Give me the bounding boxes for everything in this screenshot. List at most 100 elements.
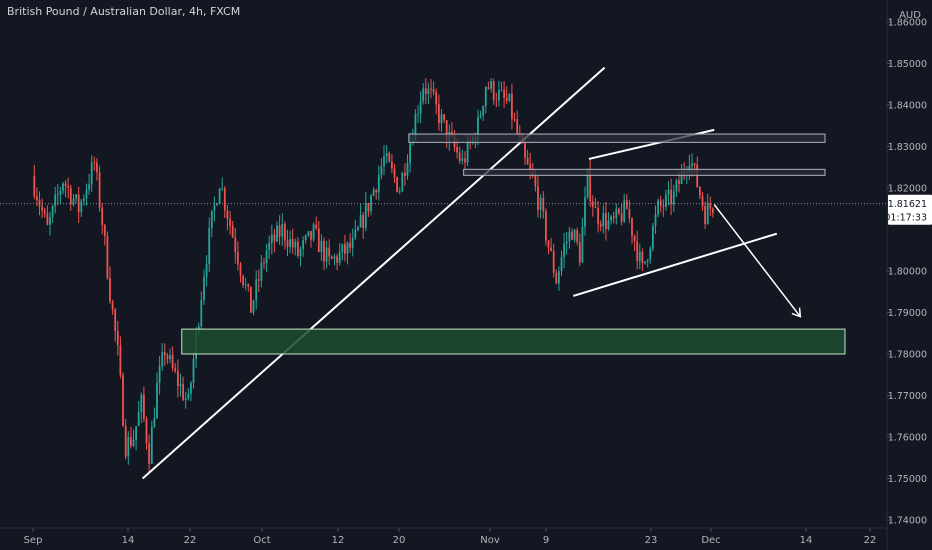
candle-body — [479, 115, 482, 118]
candle-body — [500, 89, 503, 91]
candle-body — [268, 243, 271, 251]
candle-body — [182, 384, 184, 400]
candle-body — [98, 172, 101, 208]
price-axis[interactable]: AUD 1.74000 1.75000 1.76000 1.77000 1.78000 1.… — [884, 0, 932, 550]
candle-body — [270, 234, 273, 244]
candle-body — [130, 437, 132, 446]
price-tick-label: 1.79000 — [888, 308, 927, 319]
time-tick-label: Oct — [253, 535, 270, 546]
candle-body — [153, 418, 156, 427]
candle-body — [545, 211, 547, 241]
candle-body — [203, 277, 205, 300]
candle-body — [706, 203, 709, 225]
candle-body — [294, 241, 297, 248]
candles-layer — [33, 77, 714, 472]
time-tick-label: Dec — [701, 535, 720, 546]
candle-body — [36, 196, 38, 201]
candle-body — [67, 186, 70, 189]
candle-body — [584, 197, 586, 227]
candle-body — [516, 119, 519, 134]
candle-body — [377, 174, 380, 193]
candle-body — [435, 92, 438, 105]
time-tick-label: 23 — [645, 535, 658, 546]
trendline-2[interactable] — [572, 232, 778, 297]
candle-body — [401, 173, 404, 192]
candle-body — [302, 240, 304, 249]
candle-body — [552, 250, 555, 273]
candle-body — [299, 248, 302, 256]
candle-body — [417, 113, 419, 115]
candle-body — [565, 241, 568, 244]
candle-body — [526, 157, 529, 165]
candle-body — [69, 188, 72, 205]
support-zone[interactable] — [181, 328, 846, 355]
candle-body — [190, 382, 192, 394]
candle-body — [542, 197, 545, 212]
time-axis[interactable]: Sep 14 22 Oct 12 20 Nov 9 23 Dec 14 22 — [0, 527, 887, 546]
candle-body — [571, 231, 573, 240]
candle-body — [398, 191, 401, 193]
resistance-box-6[interactable] — [463, 168, 826, 176]
time-tick-label: 22 — [184, 535, 197, 546]
candle-body — [586, 169, 589, 198]
candle-body — [90, 162, 93, 185]
projection-arrow-line[interactable] — [713, 204, 801, 318]
candle-body — [51, 205, 54, 217]
candle-body — [662, 205, 665, 207]
candle-body — [143, 394, 145, 419]
candle-body — [610, 216, 612, 221]
candle-body — [216, 204, 218, 206]
candle-body — [210, 210, 213, 229]
price-tick-label: 1.84000 — [888, 101, 927, 112]
candle-body — [257, 279, 260, 281]
price-tick-label: 1.80000 — [888, 267, 927, 278]
candle-body — [205, 264, 208, 277]
candle-body — [665, 194, 667, 207]
candle-body — [237, 252, 239, 265]
candle-body — [307, 231, 310, 236]
price-tick-label: 1.78000 — [888, 350, 927, 361]
candle-body — [239, 264, 242, 276]
candle-body — [62, 183, 64, 191]
candle-body — [597, 208, 599, 224]
candle-body — [140, 394, 143, 412]
candle-body — [158, 366, 161, 383]
candle-body — [492, 81, 495, 100]
currency-label: AUD — [899, 10, 921, 21]
time-tick-label: 22 — [864, 535, 877, 546]
candle-body — [333, 256, 336, 259]
countdown-label: 01:17:33 — [884, 213, 927, 224]
candle-body — [667, 189, 670, 195]
candle-body — [244, 284, 247, 286]
candle-body — [273, 234, 276, 242]
candle-body — [156, 382, 158, 419]
resistance-box-5[interactable] — [408, 133, 826, 143]
candle-body — [524, 143, 526, 158]
candle-body — [83, 198, 85, 201]
candle-body — [33, 175, 36, 196]
candle-body — [179, 384, 182, 386]
candle-body — [675, 180, 678, 192]
candle-body — [529, 164, 532, 170]
candle-body — [388, 153, 391, 162]
candle-body — [591, 201, 594, 207]
candle-body — [323, 241, 325, 262]
current-price-label: 1.81621 — [888, 199, 927, 210]
candle-body — [513, 119, 516, 120]
candle-body — [563, 243, 565, 258]
candle-body — [362, 215, 365, 229]
candle-body — [252, 300, 255, 313]
price-badge[interactable] — [888, 194, 932, 225]
candle-body — [631, 218, 633, 237]
candle-body — [581, 226, 584, 263]
candle-body — [38, 200, 41, 207]
candle-body — [432, 89, 435, 93]
candle-body — [278, 225, 281, 237]
candle-body — [396, 177, 398, 192]
candle-body — [72, 198, 75, 205]
candle-body — [96, 162, 98, 173]
candle-body — [325, 247, 328, 262]
candle-body — [477, 117, 479, 141]
candle-body — [208, 228, 211, 265]
